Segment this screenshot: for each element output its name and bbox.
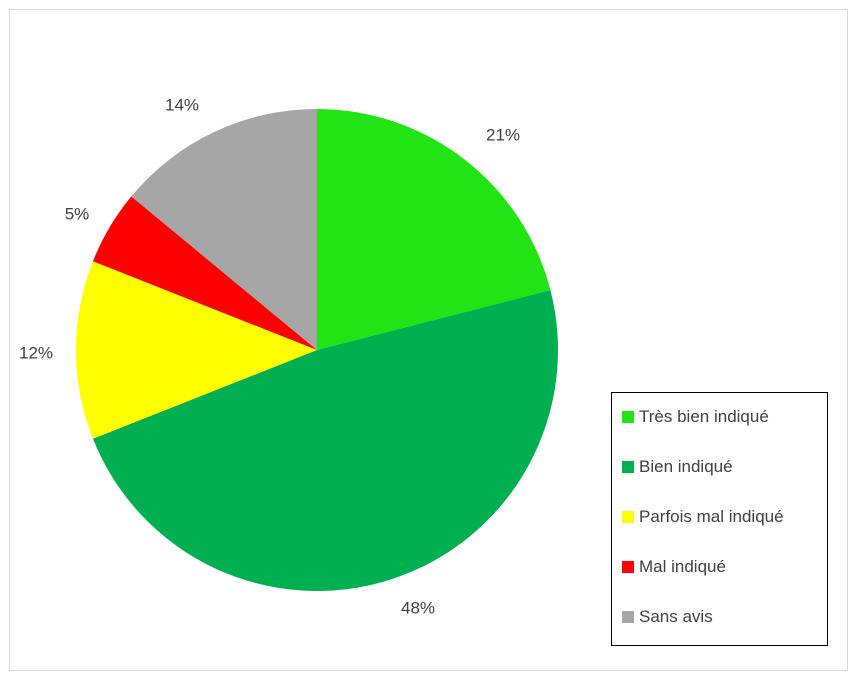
legend-swatch: [622, 411, 634, 423]
pie-slice-tres-bien: [317, 109, 551, 350]
pie-slice-sans-avis: [131, 109, 317, 350]
legend-label: Mal indiqué: [639, 557, 726, 576]
legend-label: Parfois mal indiqué: [639, 507, 784, 526]
legend-item-mal: Mal indiqué: [622, 557, 726, 577]
data-label-tres-bien: 21%: [486, 125, 520, 144]
data-label-mal: 5%: [65, 204, 90, 223]
legend-label: Bien indiqué: [639, 457, 733, 476]
legend-label: Très bien indiqué: [639, 407, 769, 426]
data-label-parfois-mal: 12%: [19, 343, 53, 362]
pie-slice-parfois-mal: [75, 261, 317, 439]
legend-swatch: [622, 611, 634, 623]
legend-item-parfois-mal: Parfois mal indiqué: [622, 507, 784, 527]
pie-slices: [75, 109, 559, 592]
legend-swatch: [622, 561, 634, 573]
legend-label: Sans avis: [639, 607, 713, 626]
legend-swatch: [622, 511, 634, 523]
legend-item-sans-avis: Sans avis: [622, 607, 713, 627]
pie-slice-bien: [92, 290, 559, 592]
legend-item-bien: Bien indiqué: [622, 457, 733, 477]
pie-data-labels: 21% 48% 12% 5% 14%: [19, 95, 520, 617]
legend-item-tres-bien: Très bien indiqué: [622, 407, 769, 427]
data-label-sans-avis: 14%: [165, 95, 199, 114]
legend-swatch: [622, 461, 634, 473]
pie-slice-mal: [92, 196, 318, 350]
legend: Très bien indiqué Bien indiqué Parfois m…: [611, 392, 828, 646]
data-label-bien: 48%: [401, 598, 435, 617]
